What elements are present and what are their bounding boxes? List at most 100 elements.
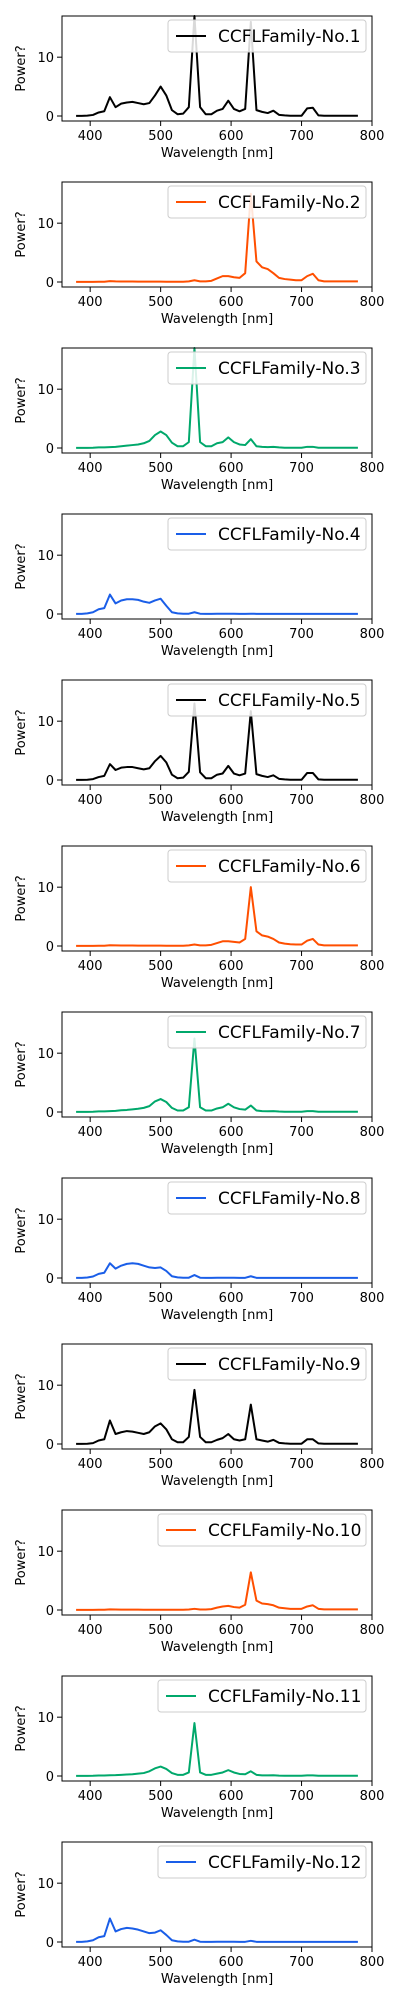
x-axis-label: Wavelength [nm] xyxy=(161,1474,273,1489)
plot-frame xyxy=(61,347,373,454)
spectrum-chart-8: 400 500 600 700 800 0 10 Wavelength [nm] Power? C… xyxy=(14,1177,385,1323)
x-axis-label: Wavelength [nm] xyxy=(161,1308,273,1323)
x-tick-label: 800 xyxy=(360,1125,385,1140)
x-tick-label: 500 xyxy=(148,1623,173,1638)
y-tick-label: 10 xyxy=(37,1877,54,1892)
y-axis-label: Power? xyxy=(14,377,29,423)
x-tick-label: 600 xyxy=(219,1955,244,1970)
x-tick-label: 800 xyxy=(360,793,385,808)
x-tick-label: 700 xyxy=(289,295,314,310)
y-tick-label: 0 xyxy=(46,276,54,291)
y-tick-label: 0 xyxy=(46,774,54,789)
x-tick-label: 700 xyxy=(289,793,314,808)
x-tick-label: 600 xyxy=(219,1789,244,1804)
y-tick-label: 0 xyxy=(46,940,54,955)
y-tick-label: 0 xyxy=(46,1438,54,1453)
legend-box xyxy=(167,1015,367,1049)
x-tick-label: 600 xyxy=(219,627,244,642)
series-line xyxy=(76,1571,358,1611)
series-line xyxy=(76,192,358,283)
spectrum-chart-11: 400 500 600 700 800 0 10 Wavelength [nm] Power? C… xyxy=(14,1675,385,1821)
x-tick-label: 500 xyxy=(148,1789,173,1804)
x-axis-label: Wavelength [nm] xyxy=(161,1640,273,1655)
x-tick-label: 600 xyxy=(219,793,244,808)
y-axis-label: Power? xyxy=(14,211,29,257)
x-tick-label: 700 xyxy=(289,461,314,476)
y-axis-label: Power? xyxy=(14,875,29,921)
legend-label: CCFLFamily-No.12 xyxy=(208,1853,361,1873)
x-axis-label: Wavelength [nm] xyxy=(161,146,273,161)
x-tick-label: 400 xyxy=(78,461,103,476)
spectrum-chart-7: 400 500 600 700 800 0 10 Wavelength [nm] Power? C… xyxy=(14,1011,385,1157)
x-tick-label: 700 xyxy=(289,1623,314,1638)
y-axis-label: Power? xyxy=(14,1539,29,1585)
x-tick-label: 400 xyxy=(78,1789,103,1804)
y-tick-label: 0 xyxy=(46,1936,54,1951)
plot-frame xyxy=(61,181,373,288)
x-tick-label: 700 xyxy=(289,1457,314,1472)
x-axis-label: Wavelength [nm] xyxy=(161,810,273,825)
x-tick-label: 700 xyxy=(289,959,314,974)
spectrum-chart-1: 400 500 600 700 800 0 10 Wavelength [nm] Power? C… xyxy=(14,15,385,161)
series-line xyxy=(76,886,358,947)
plot-frame xyxy=(61,845,373,952)
spectrum-chart-2: 400 500 600 700 800 0 10 Wavelength [nm] Power? C… xyxy=(14,181,384,327)
legend-box xyxy=(167,1181,367,1215)
y-tick-label: 0 xyxy=(46,442,54,457)
y-axis-label: Power? xyxy=(14,1207,29,1253)
x-tick-label: 800 xyxy=(360,461,385,476)
spectrum-chart-3: 400 500 600 700 800 0 10 Wavelength [nm] Power? C… xyxy=(14,347,385,493)
x-tick-label: 500 xyxy=(148,1291,173,1306)
x-tick-label: 800 xyxy=(360,1623,385,1638)
x-tick-label: 500 xyxy=(148,129,173,144)
spectrum-chart-12: 400 500 600 700 800 0 10 Wavelength [nm] Power? C… xyxy=(14,1841,384,1987)
legend-box xyxy=(157,1845,367,1879)
legend-box xyxy=(167,683,367,717)
x-tick-label: 400 xyxy=(78,1125,103,1140)
y-tick-label: 10 xyxy=(37,1047,54,1062)
spectrum-chart-10: 400 500 600 700 800 0 10 Wavelength [nm] Power? C… xyxy=(14,1509,385,1655)
plot-frame xyxy=(61,1841,373,1948)
x-tick-label: 700 xyxy=(289,129,314,144)
x-tick-label: 800 xyxy=(360,1457,385,1472)
plot-frame xyxy=(61,679,373,786)
x-tick-label: 800 xyxy=(360,627,385,642)
x-tick-label: 800 xyxy=(360,959,385,974)
y-tick-label: 0 xyxy=(46,1604,54,1619)
x-tick-label: 400 xyxy=(78,1291,103,1306)
y-tick-label: 10 xyxy=(37,1545,54,1560)
x-tick-label: 500 xyxy=(148,1125,173,1140)
x-tick-label: 500 xyxy=(148,295,173,310)
y-tick-label: 10 xyxy=(37,1213,54,1228)
y-tick-label: 0 xyxy=(46,1770,54,1785)
spectrum-chart-9: 400 500 600 700 800 0 10 Wavelength [nm] Power? C… xyxy=(14,1343,385,1489)
y-axis-label: Power? xyxy=(14,543,29,589)
x-tick-label: 700 xyxy=(289,1955,314,1970)
x-tick-label: 500 xyxy=(148,627,173,642)
x-tick-label: 700 xyxy=(289,627,314,642)
series-line xyxy=(76,1037,358,1113)
x-tick-label: 500 xyxy=(148,1457,173,1472)
y-tick-label: 10 xyxy=(37,1711,54,1726)
legend-label: CCFLFamily-No.9 xyxy=(218,1355,361,1375)
x-tick-label: 800 xyxy=(360,1291,385,1306)
y-tick-label: 0 xyxy=(46,110,54,125)
spectrum-chart-6: 400 500 600 700 800 0 10 Wavelength [nm] Power? C… xyxy=(14,845,385,991)
plot-frame xyxy=(61,1011,373,1118)
y-axis-label: Power? xyxy=(14,1705,29,1751)
series-line xyxy=(76,1722,358,1777)
y-axis-label: Power? xyxy=(14,1373,29,1419)
y-tick-label: 10 xyxy=(37,549,54,564)
legend-box xyxy=(167,1347,367,1381)
x-tick-label: 600 xyxy=(219,129,244,144)
legend-label: CCFLFamily-No.8 xyxy=(218,1189,361,1209)
y-tick-label: 0 xyxy=(46,608,54,623)
x-tick-label: 800 xyxy=(360,129,385,144)
x-tick-label: 600 xyxy=(219,1125,244,1140)
legend-box xyxy=(167,351,367,385)
x-tick-label: 800 xyxy=(360,1789,385,1804)
x-tick-label: 500 xyxy=(148,793,173,808)
series-line xyxy=(76,593,358,615)
x-tick-label: 500 xyxy=(148,1955,173,1970)
x-tick-label: 600 xyxy=(219,461,244,476)
